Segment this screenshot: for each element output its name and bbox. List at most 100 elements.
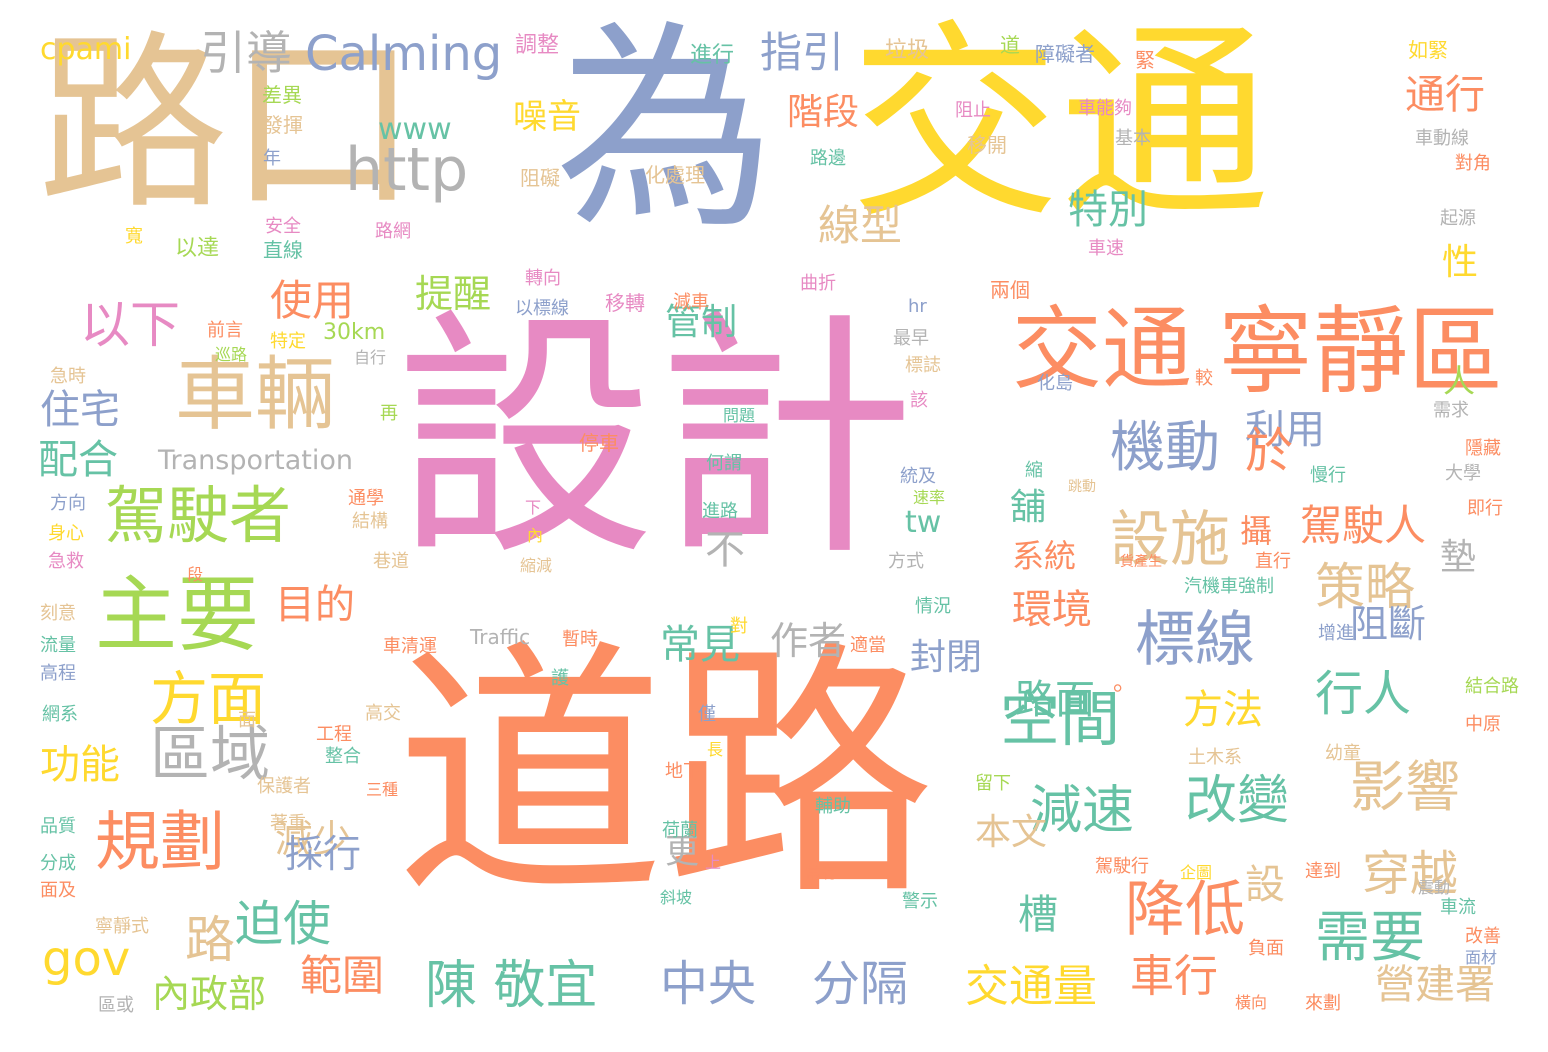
word-cjk-195: 負面 [1248, 938, 1284, 959]
word-cjk-32: 穿越 [1362, 846, 1459, 902]
word-cjk-168: 工程 [316, 724, 352, 745]
word-cjk-39: 交通量 [965, 961, 1097, 1012]
word-cjk-127: 需求 [1433, 400, 1469, 421]
word-cjk-52: 提醒 [415, 272, 492, 316]
word-traffic-21: Traffic [470, 625, 531, 649]
word-cjk-199: 橫向 [1235, 993, 1268, 1012]
word-cjk-44: 迫使 [235, 896, 332, 952]
word-cjk-166: 高交 [365, 703, 401, 724]
word-cjk-97: 車動線 [1415, 128, 1469, 149]
word-cjk-112: 減車 [673, 292, 709, 313]
word-cjk-169: 整合 [325, 746, 361, 767]
word-cjk-129: 停車 [579, 431, 619, 455]
word-cjk-36: 陳 敬宜 [425, 956, 598, 1016]
word-cjk-78: 性 [1442, 242, 1479, 283]
word-30km-82: 30km [323, 320, 386, 345]
word-cjk-155: 刻意 [40, 603, 76, 624]
word-cjk-42: 範圍 [300, 951, 385, 1000]
word-cjk-22: 指引 [760, 28, 845, 77]
word-cjk-48: 目的 [275, 582, 355, 628]
word-cjk-171: 中原 [1465, 714, 1501, 735]
word-cjk-67: 採行 [285, 832, 362, 876]
word-cjk-186: 常有 [805, 863, 838, 882]
word-cjk-141: 急救 [48, 551, 84, 572]
word-cjk-26: 空間 [1000, 685, 1120, 755]
word-cjk-181: 輔助 [815, 796, 851, 817]
word-cjk-45: 路 [185, 911, 235, 969]
word-cjk-152: 貨產生 [1120, 554, 1162, 570]
word-cjk-81: 。 [1113, 668, 1137, 696]
word-cpami-17: cpami [40, 32, 132, 67]
word-cjk-126: 化島 [1037, 373, 1073, 394]
word-cjk-61: 環境 [1012, 587, 1092, 633]
word-cjk-135: 縮 [1025, 460, 1043, 481]
word-cjk-3: 為 [555, 2, 776, 258]
word-cjk-10: 規劃 [95, 805, 226, 880]
word-cjk-148: 巷道 [373, 551, 409, 572]
word-cjk-56: 階段 [787, 92, 860, 133]
word-cjk-55: 線型 [818, 201, 903, 250]
word-cjk-50: 住宅 [40, 387, 120, 433]
word-cjk-85: 垃圾 [885, 38, 930, 63]
word-cjk-200: 來劃 [1305, 993, 1341, 1014]
word-cjk-165: 護 [551, 668, 569, 689]
word-cjk-183: 分成 [40, 853, 76, 874]
word-cjk-25: 機動 [1110, 415, 1221, 479]
word-cjk-184: 面及 [40, 880, 76, 901]
word-cjk-84: 進行 [690, 43, 735, 68]
word-cjk-7: 車輛 [175, 348, 335, 441]
word-cjk-79: 舖 [1010, 487, 1047, 528]
word-cjk-196: 改善 [1465, 926, 1501, 947]
word-cjk-150: 方式 [888, 551, 924, 572]
word-cjk-12: 方面 [150, 665, 267, 733]
word-cjk-146: 縮減 [520, 556, 553, 575]
word-cjk-198: 區或 [98, 995, 134, 1016]
word-cjk-1: 道路 [395, 617, 935, 932]
word-cjk-77: 人 [1443, 362, 1476, 400]
word-cjk-159: 暫時 [562, 629, 598, 650]
word-www-19: www [378, 112, 452, 147]
word-cjk-69: 阻斷 [1350, 602, 1427, 646]
word-cjk-108: 起源 [1440, 208, 1476, 229]
word-cjk-47: 減少 [275, 817, 352, 861]
word-cjk-74: 不 [705, 527, 745, 573]
word-cjk-175: 保護者 [257, 776, 311, 797]
word-cjk-0: 設計 [395, 289, 915, 591]
word-cjk-164: 面 [238, 710, 256, 731]
word-cjk-13: 以下 [80, 296, 180, 354]
word-cjk-68: 方法 [1183, 687, 1263, 733]
word-cjk-107: 車速 [1088, 238, 1124, 259]
word-cjk-128: 問題 [723, 406, 756, 425]
word-cjk-144: 下 [525, 498, 542, 517]
word-cjk-104: 以達 [175, 236, 220, 261]
word-cjk-191: 寧靜式 [95, 916, 149, 937]
word-cjk-149: 段 [187, 565, 204, 584]
word-cjk-66: 常見 [660, 622, 740, 668]
word-cjk-188: 企圖 [1180, 863, 1213, 882]
word-cjk-72: 設 [1245, 862, 1285, 908]
word-cjk-51: 配合 [38, 437, 118, 483]
word-cjk-174: 長 [707, 740, 724, 759]
word-cjk-123: 再 [380, 403, 398, 424]
word-cjk-125: 較 [1195, 368, 1213, 389]
word-cjk-105: 直線 [263, 238, 303, 262]
word-cjk-94: 移開 [967, 133, 1007, 157]
word-cjk-190: 震動 [1418, 878, 1451, 897]
word-cjk-33: 策略 [1315, 558, 1415, 616]
word-cjk-88: 如緊 [1408, 38, 1448, 62]
word-cjk-5: 寧靜區 [1218, 297, 1504, 407]
word-cjk-147: 進路 [702, 501, 738, 522]
word-cjk-71: 槽 [1018, 892, 1058, 938]
word-cjk-131: 隱藏 [1465, 438, 1501, 459]
word-cjk-60: 於 [1236, 425, 1292, 473]
word-http-14: http [345, 135, 469, 205]
word-cjk-162: 增進 [1318, 623, 1354, 644]
word-cjk-29: 降低 [1125, 875, 1245, 945]
word-cjk-163: 網系 [42, 704, 78, 725]
word-cjk-170: 結合路 [1465, 676, 1519, 697]
word-cjk-31: 影響 [1350, 755, 1461, 819]
word-cjk-145: 內 [527, 526, 544, 545]
word-cjk-101: 阻礙 [520, 166, 560, 190]
word-cjk-4: 路口 [38, 14, 419, 235]
word-cjk-65: 作者 [770, 619, 847, 663]
